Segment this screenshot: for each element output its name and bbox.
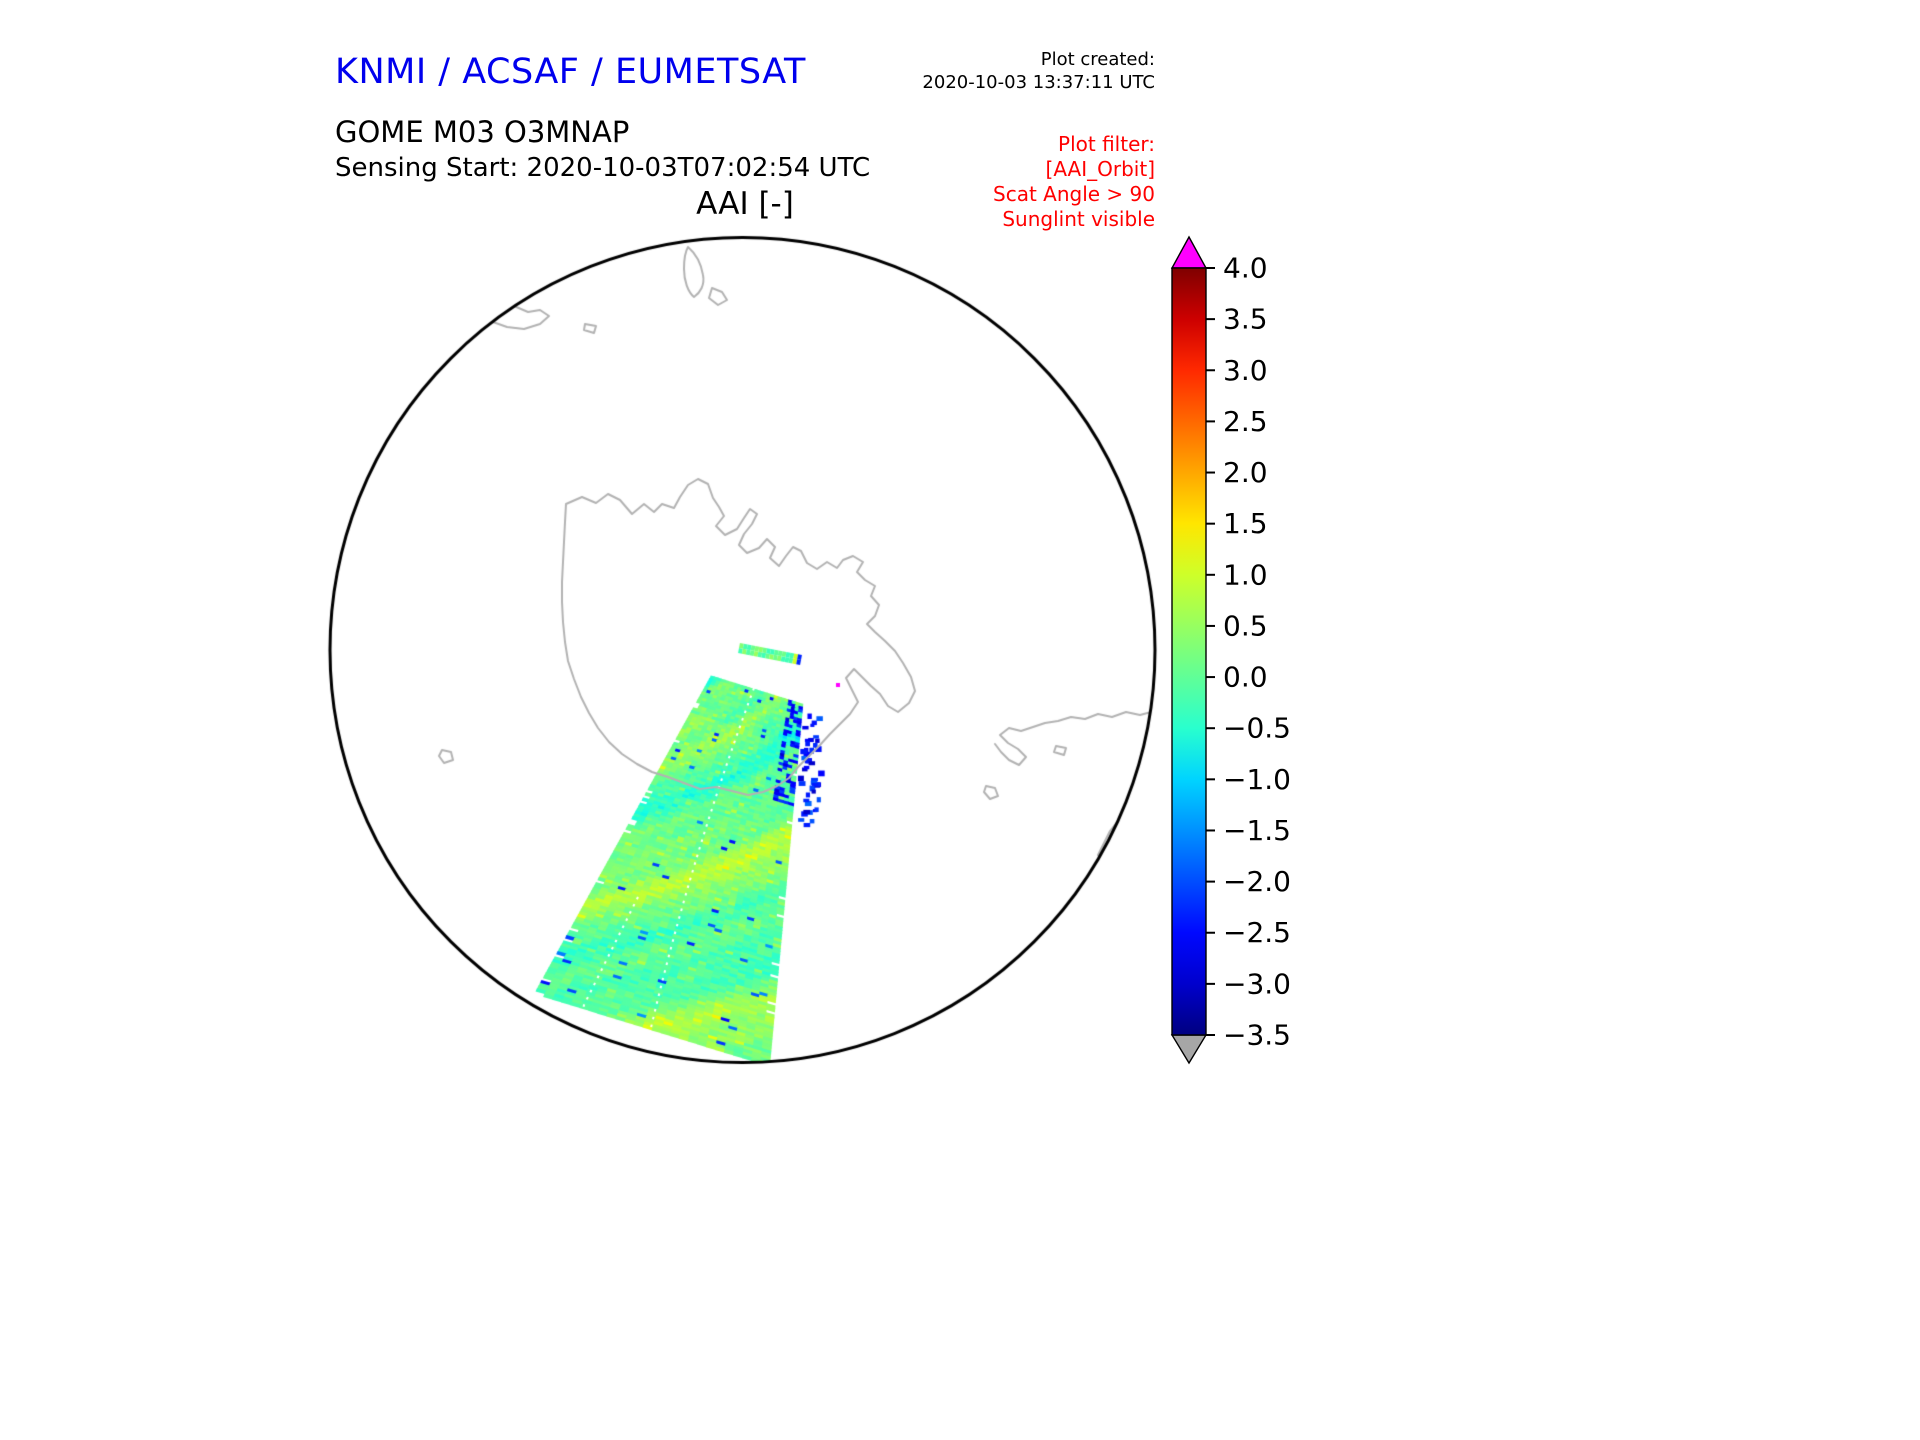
plot-filter-title: Plot filter: [1058,132,1155,156]
plot-created-value: 2020-10-03 13:37:11 UTC [922,72,1155,93]
sensing-start-line: Sensing Start: 2020-10-03T07:02:54 UTC [335,153,871,183]
plot-filter-block: Plot filter: [AAI_Orbit] Scat Angle > 90… [993,132,1155,232]
plot-title: AAI [-] [696,186,794,222]
plot-filter-line: Scat Angle > 90 [993,182,1155,206]
product-title: GOME M03 O3MNAP [335,115,630,149]
plot-filter-line: [AAI_Orbit] [1045,157,1155,181]
plot-created-label: Plot created: [1040,49,1155,70]
plot-filter-line: Sunglint visible [1002,207,1155,231]
agency-title: KNMI / ACSAF / EUMETSAT [335,52,806,92]
plot-created-block: Plot created: 2020-10-03 13:37:11 UTC [922,48,1155,94]
